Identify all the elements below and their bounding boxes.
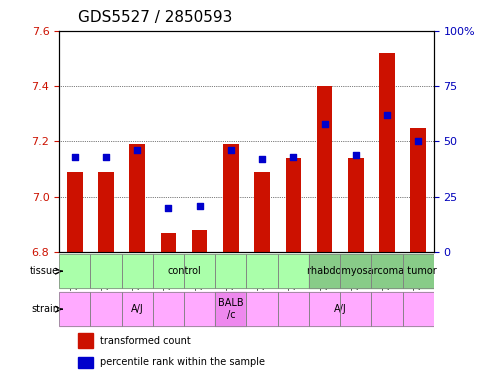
Bar xyxy=(403,254,434,288)
Text: A/J: A/J xyxy=(131,304,143,314)
Bar xyxy=(348,158,363,252)
Point xyxy=(289,154,297,160)
Bar xyxy=(129,144,145,252)
Point xyxy=(133,147,141,154)
Bar xyxy=(246,292,278,326)
Bar xyxy=(184,254,215,288)
Bar xyxy=(278,254,309,288)
Bar xyxy=(90,254,122,288)
Bar xyxy=(278,292,309,326)
Text: BALB
/c: BALB /c xyxy=(218,298,244,320)
Bar xyxy=(309,292,340,326)
Bar xyxy=(340,254,371,288)
Point xyxy=(414,138,422,144)
Bar xyxy=(59,292,90,326)
Bar xyxy=(153,254,184,288)
Bar xyxy=(78,357,93,368)
Bar xyxy=(410,127,426,252)
Point xyxy=(165,205,173,211)
Text: percentile rank within the sample: percentile rank within the sample xyxy=(101,357,265,367)
Bar xyxy=(223,144,239,252)
Bar xyxy=(122,292,153,326)
Bar xyxy=(161,233,176,252)
Bar xyxy=(309,254,434,288)
Text: tissue: tissue xyxy=(30,266,59,276)
Bar xyxy=(153,292,184,326)
Point xyxy=(71,154,79,160)
Point xyxy=(352,152,360,158)
Bar xyxy=(317,86,332,252)
Text: transformed count: transformed count xyxy=(101,336,191,346)
Bar xyxy=(67,172,83,252)
Bar xyxy=(403,292,434,326)
Bar xyxy=(371,292,403,326)
Bar xyxy=(309,254,340,288)
Text: GDS5527 / 2850593: GDS5527 / 2850593 xyxy=(78,10,232,25)
Bar xyxy=(215,292,246,326)
Bar xyxy=(215,292,246,326)
Text: control: control xyxy=(167,266,201,276)
Point xyxy=(258,156,266,162)
Point xyxy=(227,147,235,154)
Bar xyxy=(215,254,246,288)
Bar xyxy=(192,230,208,252)
Bar xyxy=(59,254,309,288)
Bar xyxy=(184,292,215,326)
Bar xyxy=(246,254,278,288)
Bar xyxy=(98,172,114,252)
Text: A/J: A/J xyxy=(334,304,347,314)
Point xyxy=(383,112,391,118)
Bar xyxy=(59,254,90,288)
Text: strain: strain xyxy=(31,304,59,314)
Bar xyxy=(59,292,215,326)
Text: rhabdomyosarcoma tumor: rhabdomyosarcoma tumor xyxy=(307,266,436,276)
Point xyxy=(102,154,110,160)
Bar xyxy=(254,172,270,252)
Bar xyxy=(78,333,93,348)
Bar xyxy=(285,158,301,252)
Bar xyxy=(379,53,395,252)
Bar xyxy=(122,254,153,288)
Bar xyxy=(340,292,371,326)
Bar xyxy=(90,292,122,326)
Point xyxy=(196,203,204,209)
Bar xyxy=(371,254,403,288)
Bar xyxy=(246,292,434,326)
Point xyxy=(320,121,328,127)
